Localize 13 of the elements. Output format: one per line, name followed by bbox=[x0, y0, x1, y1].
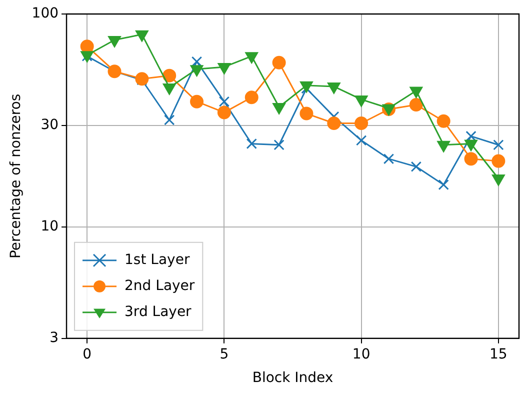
x-tick-label: 15 bbox=[490, 346, 508, 362]
legend-label: 3rd Layer bbox=[124, 304, 192, 320]
x-tick-label: 10 bbox=[352, 346, 370, 362]
y-tick-label: 30 bbox=[40, 117, 59, 134]
legend-label: 1st Layer bbox=[124, 252, 190, 268]
x-tick-label: 0 bbox=[82, 346, 92, 362]
legend-label: 2nd Layer bbox=[124, 278, 195, 294]
y-tick-label: 10 bbox=[40, 218, 59, 235]
x-tick-label: 5 bbox=[220, 346, 229, 362]
x-axis-title: Block Index bbox=[252, 370, 334, 386]
y-axis-title: Percentage of nonzeros bbox=[8, 94, 24, 259]
y-tick-label: 3 bbox=[50, 330, 59, 346]
y-tick-label: 100 bbox=[32, 6, 59, 22]
